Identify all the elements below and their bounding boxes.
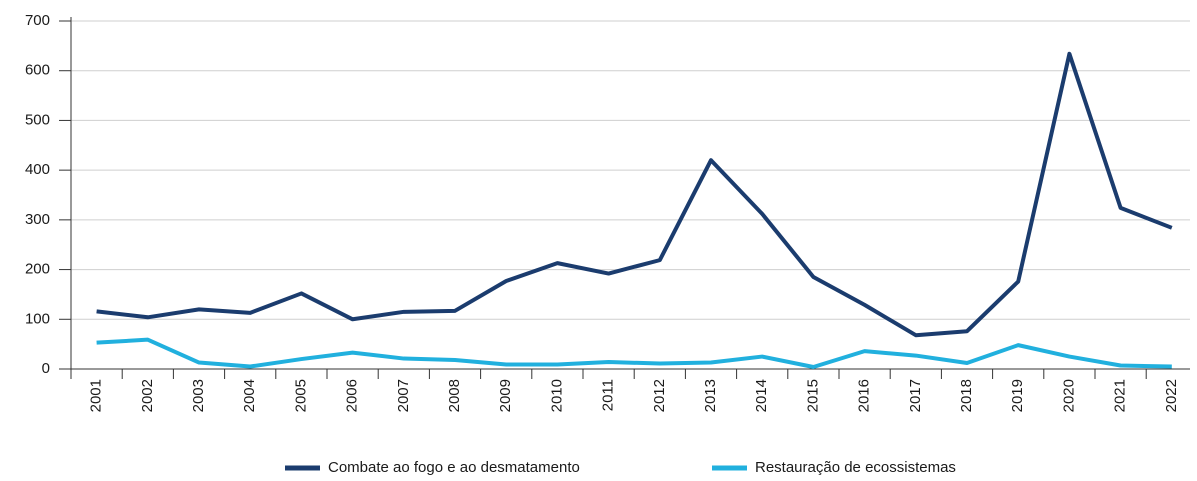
x-tick-label: 2010 — [548, 379, 565, 412]
legend-label: Restauração de ecossistemas — [755, 459, 956, 476]
x-tick-label: 2014 — [753, 379, 770, 412]
x-tick-label: 2022 — [1163, 379, 1180, 412]
series-line — [96, 337, 1172, 370]
x-tick-label: 2006 — [344, 379, 361, 412]
x-tick-label: 2009 — [497, 379, 514, 412]
x-tick-label: 2001 — [88, 379, 105, 412]
x-tick-label: 2004 — [241, 379, 258, 412]
x-tick-label: 2015 — [804, 379, 821, 412]
x-tick-label: 2017 — [907, 379, 924, 412]
y-tick-label: 500 — [25, 111, 50, 128]
x-tick-label: 2005 — [292, 379, 309, 412]
series-line — [96, 51, 1173, 338]
x-tick-label: 2007 — [395, 379, 412, 412]
x-tick-label: 2019 — [1009, 379, 1026, 412]
y-tick-label: 700 — [25, 12, 50, 29]
x-tick-label: 2011 — [600, 379, 617, 411]
x-tick-label: 2012 — [651, 379, 668, 412]
y-tick-label: 300 — [25, 211, 50, 228]
x-tick-label: 2013 — [702, 379, 719, 412]
legend-label: Combate ao fogo e ao desmatamento — [328, 459, 580, 476]
y-tick-label: 600 — [25, 62, 50, 79]
x-tick-label: 2021 — [1112, 379, 1129, 412]
y-tick-label: 0 — [42, 360, 50, 377]
x-tick-label: 2016 — [856, 379, 873, 412]
y-tick-label: 200 — [25, 261, 50, 278]
x-tick-label: 2020 — [1060, 379, 1077, 412]
x-tick-label: 2002 — [139, 379, 156, 412]
x-tick-label: 2003 — [190, 379, 207, 412]
x-tick-label: 2018 — [958, 379, 975, 412]
y-tick-label: 100 — [25, 310, 50, 327]
x-tick-label: 2008 — [446, 379, 463, 412]
y-tick-label: 400 — [25, 161, 50, 178]
